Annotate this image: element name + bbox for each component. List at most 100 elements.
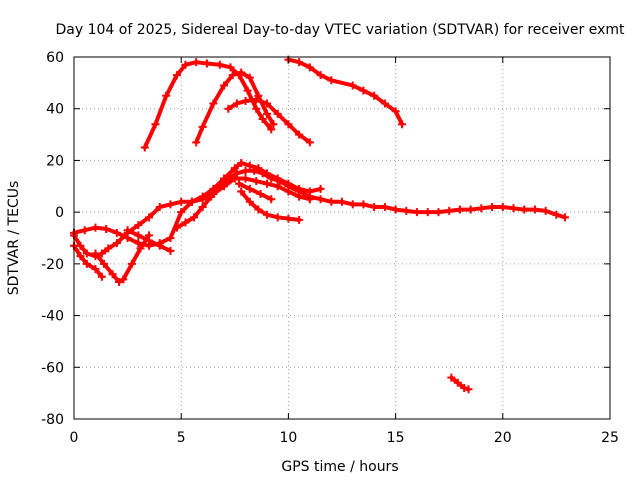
data-point <box>177 208 186 217</box>
data-point <box>100 259 109 268</box>
data-point <box>488 202 497 211</box>
chart-title: Day 104 of 2025, Sidereal Day-to-day VTE… <box>56 22 626 38</box>
data-point <box>241 166 250 175</box>
series-arc-5 <box>70 159 325 250</box>
data-point <box>80 226 89 235</box>
data-point <box>187 197 196 206</box>
data-point <box>232 169 241 178</box>
series-arc-13 <box>447 373 473 394</box>
data-point <box>215 182 224 191</box>
data-point <box>108 270 117 279</box>
data-point <box>284 214 293 223</box>
y-tick-label: -40 <box>41 309 64 325</box>
data-point <box>243 86 252 95</box>
data-point <box>123 226 132 235</box>
data-point <box>275 177 284 186</box>
data-point <box>258 115 267 124</box>
data-point <box>166 200 175 209</box>
data-point <box>252 177 261 186</box>
series-layer <box>70 55 569 394</box>
y-tick-label: -80 <box>41 412 64 428</box>
data-point <box>102 224 111 233</box>
data-point <box>338 197 346 206</box>
data-point <box>241 174 250 183</box>
grid-layer <box>74 57 610 419</box>
data-point <box>327 197 336 206</box>
data-point <box>552 210 561 219</box>
x-tick-label: 5 <box>177 430 186 446</box>
series-arc-12 <box>235 179 276 204</box>
series-line <box>194 70 276 145</box>
data-point <box>262 99 271 108</box>
data-point <box>232 99 241 108</box>
tick-layer: 0 5 10 15 20 25 -80 -60 -40 -20 0 20 40 60 <box>41 50 619 446</box>
data-point <box>91 223 100 232</box>
data-point <box>305 63 314 72</box>
data-point <box>254 205 263 214</box>
data-point <box>127 259 136 268</box>
data-point <box>252 95 261 104</box>
data-point <box>434 208 443 217</box>
data-point <box>466 205 475 214</box>
series-arc-10 <box>172 166 569 232</box>
series-arc-1 <box>140 58 276 152</box>
data-point <box>209 99 218 108</box>
data-point <box>262 210 271 219</box>
data-point <box>190 213 199 222</box>
data-point <box>509 204 518 213</box>
data-point <box>162 91 171 100</box>
series-line <box>174 168 567 230</box>
data-point <box>198 122 207 131</box>
data-point <box>423 208 432 217</box>
series-arc-9 <box>123 226 175 255</box>
x-tick-label: 10 <box>279 430 297 446</box>
series-line <box>237 181 274 202</box>
data-point <box>391 107 400 116</box>
data-point <box>177 197 186 206</box>
data-point <box>237 68 246 77</box>
series-line <box>142 60 274 150</box>
data-point <box>82 259 91 268</box>
data-point <box>316 195 325 204</box>
data-point <box>230 164 239 173</box>
data-point <box>359 200 368 209</box>
data-point <box>237 159 246 168</box>
data-point <box>316 184 325 193</box>
series-arc-3 <box>224 95 314 147</box>
y-tick-label: 40 <box>46 102 64 118</box>
data-point <box>235 179 244 188</box>
data-point <box>398 120 407 129</box>
data-point <box>453 378 462 387</box>
data-point <box>295 58 304 67</box>
data-point <box>166 246 175 255</box>
data-point <box>348 81 357 90</box>
data-point <box>262 109 271 118</box>
x-tick-label: 25 <box>601 430 619 446</box>
data-point <box>155 241 164 250</box>
data-point <box>134 231 143 240</box>
x-axis-label: GPS time / hours <box>281 459 398 475</box>
data-point <box>273 182 282 191</box>
data-point <box>115 277 124 286</box>
data-point <box>104 244 113 253</box>
data-point <box>192 58 201 67</box>
data-point <box>455 205 464 214</box>
data-point <box>560 213 569 222</box>
data-point <box>134 239 143 248</box>
data-point <box>245 197 254 206</box>
data-point <box>447 373 456 382</box>
data-point <box>445 206 454 215</box>
data-point <box>112 239 121 248</box>
data-point <box>155 202 164 211</box>
data-point <box>295 187 304 196</box>
series-arc-8 <box>91 231 154 286</box>
data-point <box>82 249 91 258</box>
data-point <box>140 143 149 152</box>
series-line <box>72 243 104 279</box>
data-point <box>198 195 207 204</box>
data-point <box>413 208 422 217</box>
y-tick-label: 0 <box>55 205 64 221</box>
data-point <box>305 138 314 147</box>
data-point <box>224 104 233 113</box>
